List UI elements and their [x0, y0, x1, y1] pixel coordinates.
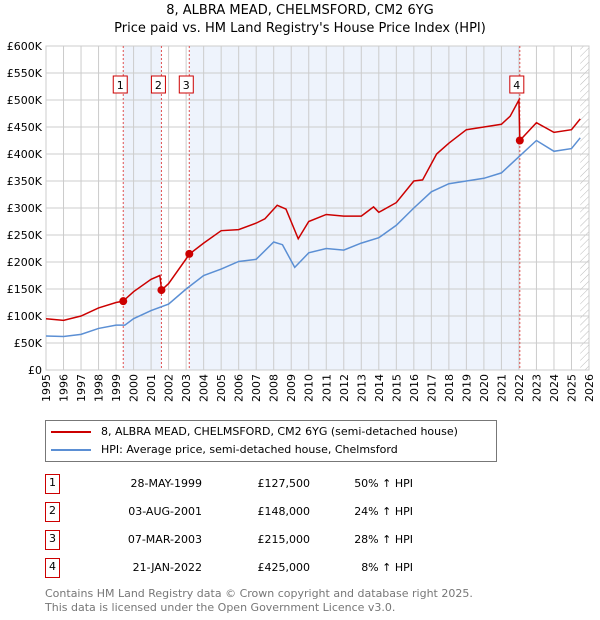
legend-blue-line [51, 449, 91, 451]
sale-price: £425,000 [257, 561, 311, 574]
sale-label-box [178, 75, 194, 94]
sale-number: 2 [45, 502, 60, 522]
x-tick-label: 2003 [180, 374, 193, 402]
sale-price: £215,000 [257, 533, 311, 546]
x-tick-label: 2014 [373, 374, 386, 402]
x-tick-label: 2013 [355, 374, 368, 402]
x-tick-label: 1997 [75, 374, 88, 402]
x-tick-label: 1999 [110, 374, 123, 402]
x-tick-label: 2021 [495, 374, 508, 402]
sale-hpi: 8% ↑ HPI [361, 561, 413, 574]
footer-line1: Contains HM Land Registry data © Crown c… [45, 587, 473, 600]
y-tick-label: £450K [7, 121, 43, 134]
x-tick-label: 2022 [513, 374, 526, 402]
sale-hpi: 28% ↑ HPI [354, 533, 413, 546]
x-tick-label: 2023 [530, 374, 543, 402]
price-line [45, 97, 581, 322]
sale-row: 4 21-JAN-2022 £425,000 8% ↑ HPI [45, 558, 445, 578]
sale-hpi: 50% ↑ HPI [354, 477, 413, 490]
y-tick-label: £250K [7, 229, 43, 242]
legend: 8, ALBRA MEAD, CHELMSFORD, CM2 6YG (semi… [45, 420, 497, 462]
sale-date: 07-MAR-2003 [127, 533, 202, 546]
sale-label: 3 [183, 79, 190, 92]
y-tick-label: £50K [14, 337, 43, 350]
sale-date: 28-MAY-1999 [130, 477, 202, 490]
x-tick-label: 2008 [268, 374, 281, 402]
x-tick-label: 2011 [320, 374, 333, 402]
sale-row: 1 28-MAY-1999 £127,500 50% ↑ HPI [45, 474, 445, 494]
sale-price: £148,000 [257, 505, 311, 518]
y-tick-label: £200K [7, 256, 43, 269]
y-tick-label: £400K [7, 148, 43, 161]
legend-red-line [51, 431, 91, 433]
x-tick-label: 2016 [408, 374, 421, 402]
legend-label-hpi: HPI: Average price, semi-detached house,… [101, 443, 398, 456]
plot-border [45, 45, 590, 371]
chart-subtitle: Price paid vs. HM Land Registry's House … [114, 21, 486, 36]
sale-marker [185, 249, 194, 258]
sale-label: 1 [117, 79, 124, 92]
sale-label-box [150, 75, 166, 94]
hpi-line [45, 137, 581, 338]
chart-title: 8, ALBRA MEAD, CHELMSFORD, CM2 6YG [166, 3, 434, 18]
x-tick-label: 2019 [460, 374, 473, 402]
x-tick-label: 2006 [233, 374, 246, 402]
x-tick-label: 2026 [583, 374, 596, 402]
x-tick-label: 2007 [250, 374, 263, 402]
sale-hpi: 24% ↑ HPI [354, 505, 413, 518]
sale-label-box [112, 75, 128, 94]
sale-marker [157, 286, 166, 295]
sale-marker [515, 136, 524, 145]
sale-number: 4 [45, 558, 60, 578]
sale-date: 21-JAN-2022 [132, 561, 202, 574]
x-tick-label: 2000 [128, 374, 141, 402]
sale-marker [119, 297, 128, 306]
y-tick-label: £150K [7, 283, 43, 296]
footer-line2: This data is licensed under the Open Gov… [45, 601, 396, 614]
x-tick-label: 2004 [198, 374, 211, 402]
x-tick-label: 2018 [443, 374, 456, 402]
x-tick-label: 2020 [478, 374, 491, 402]
y-tick-label: £100K [7, 310, 43, 323]
sale-date: 03-AUG-2001 [128, 505, 202, 518]
y-tick-label: £500K [7, 94, 43, 107]
x-tick-label: 2010 [303, 374, 316, 402]
sale-row: 3 07-MAR-2003 £215,000 28% ↑ HPI [45, 530, 445, 550]
x-tick-label: 2012 [338, 374, 351, 402]
y-tick-label: £300K [7, 202, 43, 215]
x-tick-label: 2009 [285, 374, 298, 402]
x-tick-label: 2001 [145, 374, 158, 402]
footer: Contains HM Land Registry data © Crown c… [45, 587, 473, 615]
plot-area: 1995 1996 1997 1998 1999 2000 2001 2002 2003 2004… [7, 40, 596, 402]
sale-price: £127,500 [257, 477, 311, 490]
x-tick-label: 2002 [163, 374, 176, 402]
x-tick-label: 2024 [548, 374, 561, 402]
sale-label-box [509, 75, 525, 94]
sale-number: 1 [45, 474, 60, 494]
y-tick-label: £550K [7, 67, 43, 80]
x-tick-label: 1995 [40, 374, 53, 402]
y-tick-label: £0 [28, 364, 42, 377]
sale-label: 2 [155, 79, 162, 92]
x-tick-label: 2015 [390, 374, 403, 402]
sale-row: 2 03-AUG-2001 £148,000 24% ↑ HPI [45, 502, 445, 522]
y-tick-label: £350K [7, 175, 43, 188]
x-tick-label: 1998 [93, 374, 106, 402]
x-tick-label: 2005 [215, 374, 228, 402]
x-tick-label: 1996 [58, 374, 71, 402]
x-tick-label: 2017 [425, 374, 438, 402]
sale-number: 3 [45, 530, 60, 550]
y-tick-label: £600K [7, 40, 43, 53]
x-tick-label: 2025 [565, 374, 578, 402]
sale-label: 4 [513, 79, 520, 92]
legend-label-property: 8, ALBRA MEAD, CHELMSFORD, CM2 6YG (semi… [101, 425, 458, 438]
